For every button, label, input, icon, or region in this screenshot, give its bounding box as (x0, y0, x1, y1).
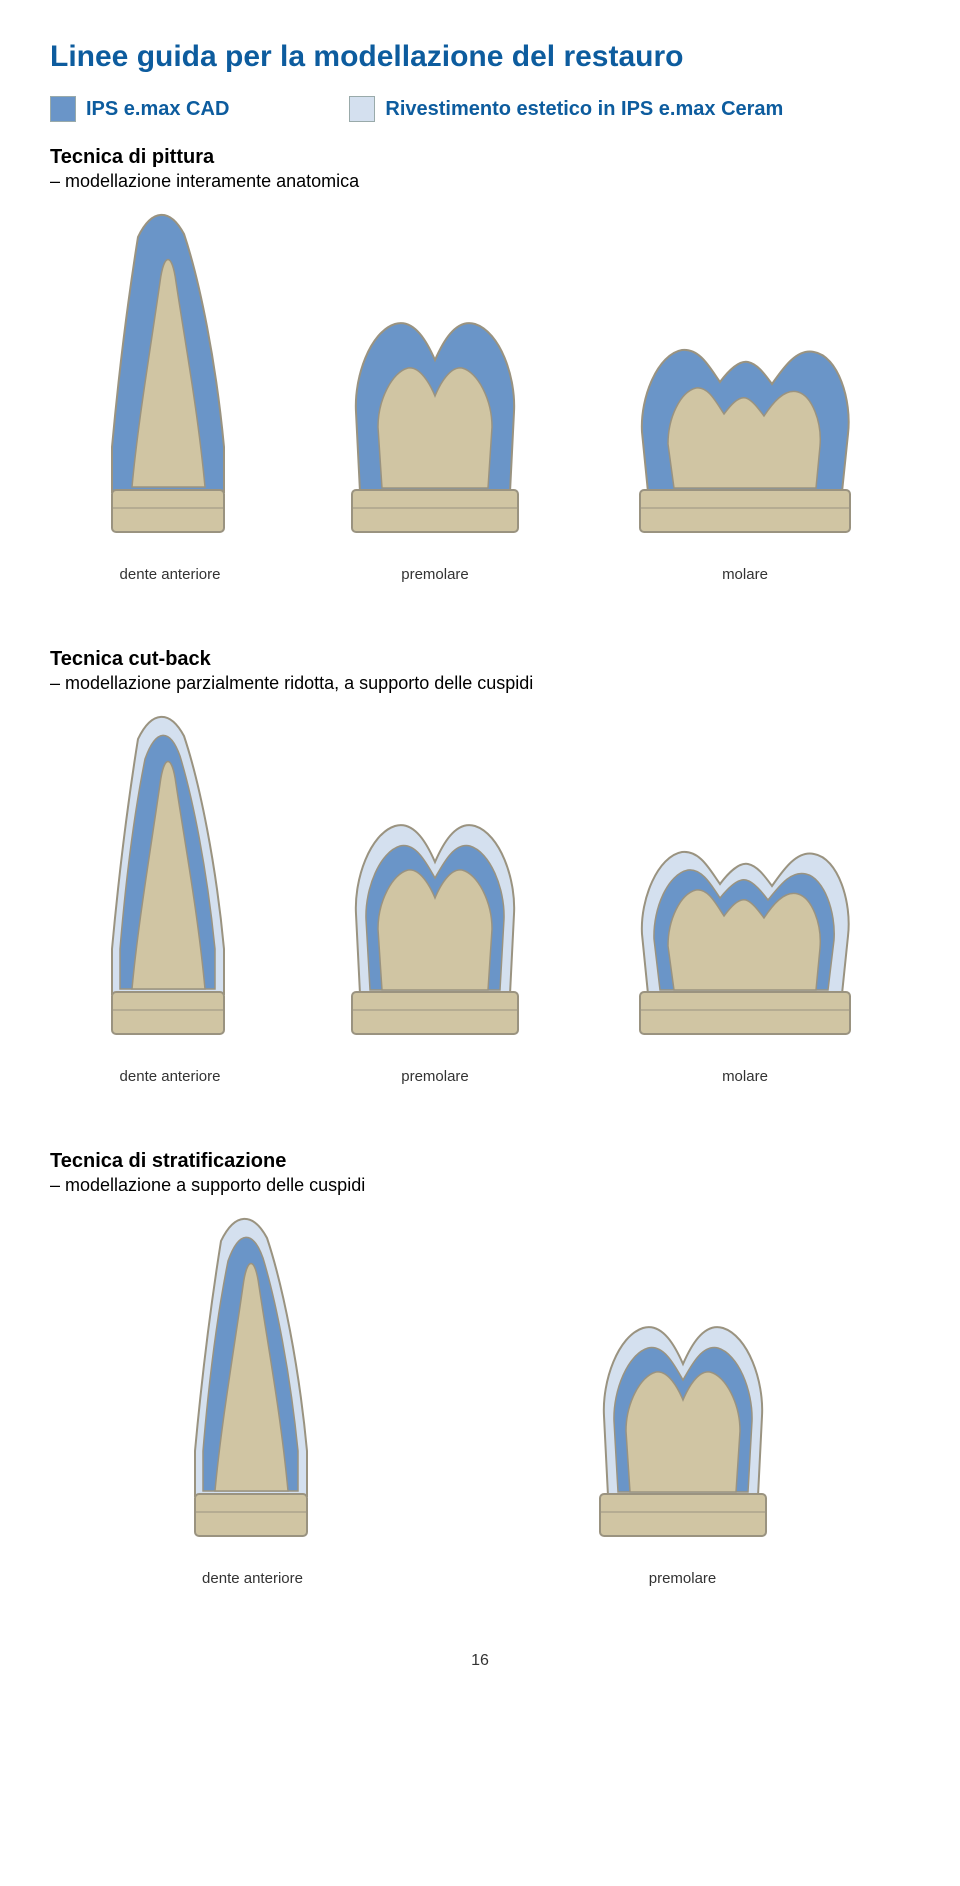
tooth-item: dente anteriore (90, 212, 250, 583)
page-number: 16 (50, 1652, 910, 1670)
tooth-caption: molare (722, 1068, 768, 1085)
technique-section: Tecnica di stratificazione– modellazione… (50, 1150, 910, 1587)
molar-tooth-icon (620, 834, 870, 1054)
tooth-item: dente anteriore (90, 714, 250, 1085)
legend-swatch-cad (50, 96, 76, 122)
tooth-item: dente anteriore (173, 1216, 333, 1587)
tooth-item: premolare (330, 804, 540, 1085)
page-title: Linee guida per la modellazione del rest… (50, 40, 910, 74)
tooth-item: premolare (578, 1306, 788, 1587)
tooth-item: molare (620, 332, 870, 583)
tooth-item: molare (620, 834, 870, 1085)
legend-item-cad: IPS e.max CAD (50, 96, 229, 122)
section-title: Tecnica di stratificazione (50, 1150, 910, 1173)
anterior-tooth-icon (90, 212, 250, 552)
legend-label-ceram: Rivestimento estetico in IPS e.max Ceram (385, 98, 783, 121)
anterior-tooth-icon (90, 714, 250, 1054)
tooth-caption: dente anteriore (202, 1570, 303, 1587)
tooth-caption: molare (722, 566, 768, 583)
tooth-caption: premolare (401, 1068, 469, 1085)
tooth-item: premolare (330, 302, 540, 583)
section-subtitle: – modellazione interamente anatomica (50, 171, 910, 192)
section-subtitle: – modellazione a supporto delle cuspidi (50, 1175, 910, 1196)
premolar-tooth-icon (330, 302, 540, 552)
tooth-row: dente anteriore premolare molare (50, 714, 910, 1085)
legend-item-ceram: Rivestimento estetico in IPS e.max Ceram (349, 96, 783, 122)
molar-tooth-icon (620, 332, 870, 552)
section-subtitle: – modellazione parzialmente ridotta, a s… (50, 673, 910, 694)
anterior-tooth-icon (173, 1216, 333, 1556)
technique-section: Tecnica cut-back– modellazione parzialme… (50, 648, 910, 1085)
legend: IPS e.max CAD Rivestimento estetico in I… (50, 96, 910, 122)
section-title: Tecnica di pittura (50, 146, 910, 169)
tooth-row: dente anteriore premolare (50, 1216, 910, 1587)
legend-swatch-ceram (349, 96, 375, 122)
technique-section: Tecnica di pittura– modellazione interam… (50, 146, 910, 583)
tooth-caption: premolare (649, 1570, 717, 1587)
tooth-caption: premolare (401, 566, 469, 583)
tooth-caption: dente anteriore (120, 566, 221, 583)
tooth-row: dente anteriore premolare molare (50, 212, 910, 583)
tooth-caption: dente anteriore (120, 1068, 221, 1085)
legend-label-cad: IPS e.max CAD (86, 98, 229, 121)
section-title: Tecnica cut-back (50, 648, 910, 671)
premolar-tooth-icon (578, 1306, 788, 1556)
premolar-tooth-icon (330, 804, 540, 1054)
